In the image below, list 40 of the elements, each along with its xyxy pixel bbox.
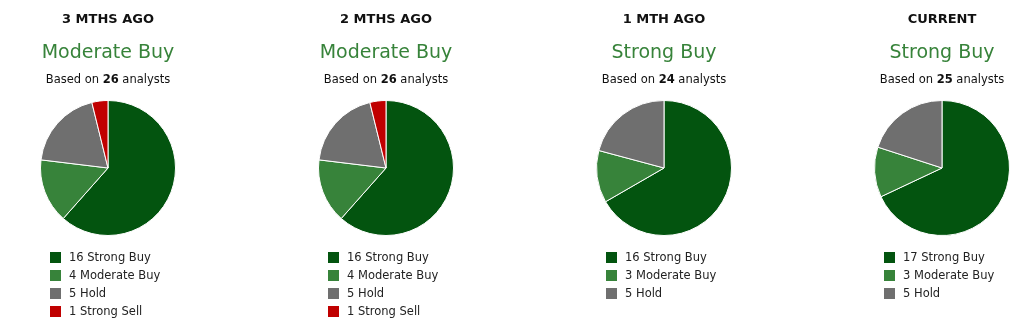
legend-label: Hold [913, 286, 941, 300]
chart-title: CURRENT [906, 11, 978, 26]
legend-label: Strong Buy [643, 250, 707, 264]
legend-label: Strong Buy [87, 250, 151, 264]
text: Based on 24 analysts [601, 72, 727, 86]
data-label: 17 [903, 250, 918, 264]
text: Based on 26 analysts [45, 72, 171, 86]
data-label: 5 [69, 286, 77, 300]
legend-label: Hold [79, 286, 107, 300]
chart-title: 3 MTHS AGO [61, 11, 155, 26]
data-label: 16 [69, 250, 84, 264]
data-label: 3 [903, 268, 911, 282]
legend-label: Hold [635, 286, 663, 300]
data-label: 16 [347, 250, 362, 264]
text: Based on 26 analysts [323, 72, 449, 86]
legend-label: Strong Buy [365, 250, 429, 264]
data-label: 16 [625, 250, 640, 264]
legend-label: Moderate Buy [913, 268, 995, 282]
data-label: 1 [69, 304, 77, 318]
legend-label: Moderate Buy [357, 268, 439, 282]
data-label: 3 [625, 268, 633, 282]
legend-label: Hold [357, 286, 385, 300]
chart-subtitle: Moderate Buy [40, 40, 176, 62]
chart-title: 2 MTHS AGO [339, 11, 433, 26]
legend-label: Strong Sell [79, 304, 143, 318]
data-label: 5 [625, 286, 633, 300]
chart-title: 1 MTH AGO [621, 11, 707, 26]
legend-label: Strong Sell [357, 304, 421, 318]
legend-label: Strong Buy [921, 250, 985, 264]
data-label: 1 [347, 304, 355, 318]
legend-label: Moderate Buy [79, 268, 161, 282]
data-label: 5 [903, 286, 911, 300]
data-label: 4 [347, 268, 355, 282]
chart-subtitle: Strong Buy [888, 40, 996, 62]
chart-subtitle: Moderate Buy [318, 40, 454, 62]
chart-subtitle: Strong Buy [610, 40, 718, 62]
data-label: 4 [69, 268, 77, 282]
text: Based on 25 analysts [879, 72, 1005, 86]
legend-label: Moderate Buy [635, 268, 717, 282]
data-label: 5 [347, 286, 355, 300]
